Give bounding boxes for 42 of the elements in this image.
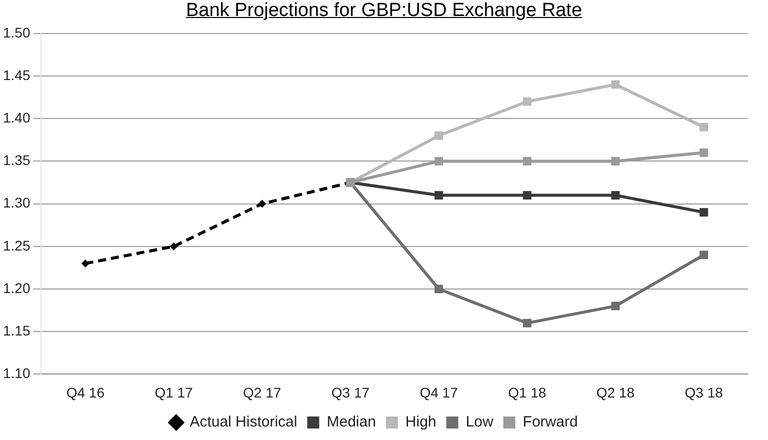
point <box>434 131 444 140</box>
legend-label: Median <box>326 414 376 431</box>
point <box>522 191 532 200</box>
y-tick-label: 1.30 <box>3 194 30 211</box>
x-tick-label: Q3 18 <box>684 384 724 400</box>
legend-label: Actual Historical <box>190 414 298 431</box>
point <box>170 242 178 250</box>
point <box>700 208 708 217</box>
point <box>700 122 708 132</box>
point <box>611 80 620 89</box>
x-tick-label: Q4 16 <box>66 384 105 400</box>
point <box>81 259 90 268</box>
point <box>434 284 444 294</box>
x-tick-label: Q1 17 <box>154 384 194 400</box>
point <box>611 156 620 166</box>
y-tick-label: 1.35 <box>3 152 30 168</box>
y-tick-label: 1.40 <box>3 109 30 126</box>
legend-label: Low <box>466 414 494 431</box>
chart-title: Bank Projections for GBP:USD Exchange Rate <box>184 0 584 22</box>
point <box>258 200 266 208</box>
point <box>522 318 532 328</box>
y-tick-label: 1.15 <box>3 322 30 338</box>
point <box>700 250 708 260</box>
x-tick-label: Q4 17 <box>420 384 458 400</box>
x-tick-label: Q2 17 <box>243 384 282 400</box>
point <box>522 97 532 106</box>
point <box>611 191 620 200</box>
x-tick-label: Q2 18 <box>596 384 635 400</box>
y-tick-label: 1.45 <box>3 66 30 83</box>
point <box>611 302 620 310</box>
point <box>522 156 532 166</box>
x-tick-label: Q1 18 <box>508 384 546 400</box>
y-tick-label: 1.25 <box>3 237 30 254</box>
point <box>434 156 444 166</box>
legend-label: Forward <box>522 414 578 431</box>
x-tick-label: Q3 17 <box>331 384 370 400</box>
point <box>434 191 444 200</box>
point <box>700 148 708 157</box>
y-tick-label: 1.50 <box>3 24 30 40</box>
y-tick-label: 1.10 <box>3 365 30 382</box>
y-tick-label: 1.20 <box>3 280 30 296</box>
legend-label: High <box>405 414 436 431</box>
